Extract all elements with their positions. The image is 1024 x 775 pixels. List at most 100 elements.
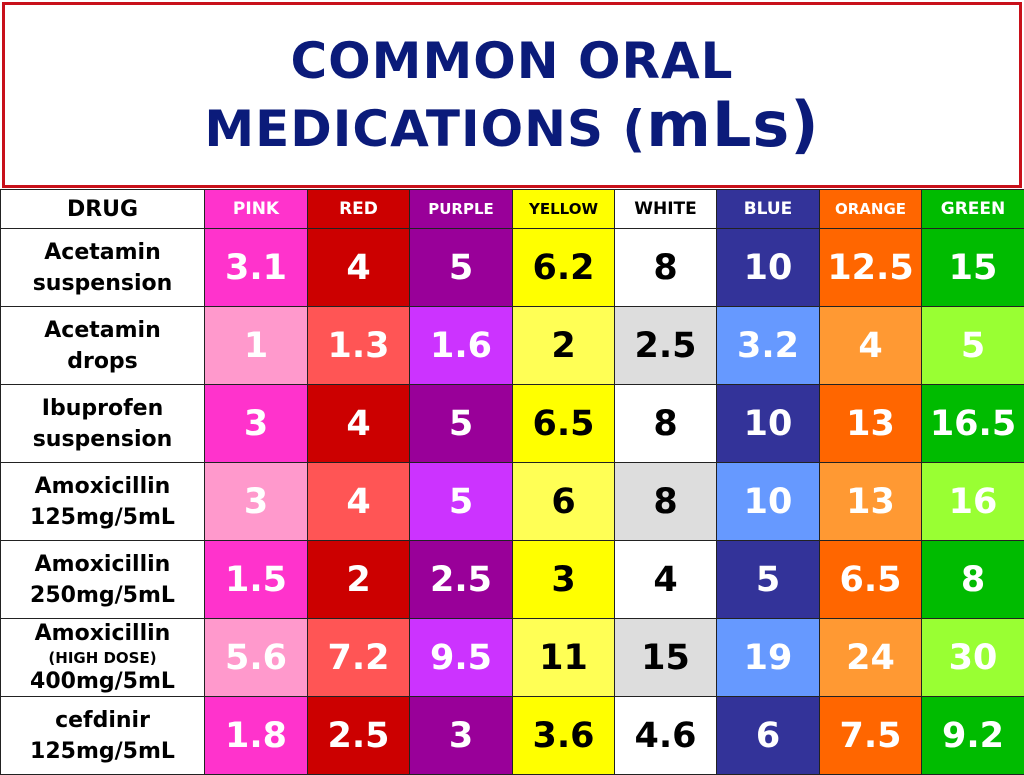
dose-cell-white: 15 <box>615 619 717 697</box>
dose-cell-purple: 5 <box>410 229 513 307</box>
drug-name-line: Amoxicillin <box>1 549 204 580</box>
dose-cell-yellow: 3 <box>513 541 615 619</box>
dose-cell-yellow: 6 <box>513 463 615 541</box>
dose-cell-pink: 3 <box>205 463 308 541</box>
dose-cell-yellow: 2 <box>513 307 615 385</box>
drug-name-line: Amoxicillin <box>1 622 204 646</box>
dose-cell-red: 4 <box>308 463 410 541</box>
drug-name-line: suspension <box>1 424 204 455</box>
dose-cell-red: 4 <box>308 385 410 463</box>
dose-cell-blue: 10 <box>717 229 820 307</box>
dose-cell-blue: 10 <box>717 385 820 463</box>
drug-column-header: DRUG <box>1 190 205 229</box>
dose-cell-white: 8 <box>615 229 717 307</box>
drug-name-cell: Amoxicillin(HIGH DOSE)400mg/5mL <box>1 619 205 697</box>
dose-cell-orange: 13 <box>820 463 922 541</box>
dose-cell-blue: 6 <box>717 697 820 775</box>
column-header-yellow: YELLOW <box>513 190 615 229</box>
dose-cell-purple: 2.5 <box>410 541 513 619</box>
column-header-orange: ORANGE <box>820 190 922 229</box>
dose-cell-yellow: 3.6 <box>513 697 615 775</box>
dose-cell-green: 8 <box>922 541 1024 619</box>
dose-cell-orange: 4 <box>820 307 922 385</box>
dose-cell-green: 9.2 <box>922 697 1024 775</box>
dose-cell-red: 2 <box>308 541 410 619</box>
dose-cell-green: 15 <box>922 229 1024 307</box>
dose-cell-pink: 1.5 <box>205 541 308 619</box>
title-medications: MEDICATIONS ( <box>204 100 646 158</box>
column-header-blue: BLUE <box>717 190 820 229</box>
dose-cell-orange: 12.5 <box>820 229 922 307</box>
dose-cell-green: 16.5 <box>922 385 1024 463</box>
dose-cell-purple: 1.6 <box>410 307 513 385</box>
dose-cell-purple: 3 <box>410 697 513 775</box>
dose-cell-purple: 5 <box>410 385 513 463</box>
drug-name-line: Ibuprofen <box>1 393 204 424</box>
dose-cell-green: 5 <box>922 307 1024 385</box>
drug-name-line: suspension <box>1 268 204 299</box>
dose-cell-blue: 3.2 <box>717 307 820 385</box>
drug-name-line: 400mg/5mL <box>1 670 204 694</box>
dose-cell-white: 8 <box>615 463 717 541</box>
drug-name-line: Acetamin <box>1 237 204 268</box>
dose-cell-purple: 9.5 <box>410 619 513 697</box>
title-box: COMMON ORAL MEDICATIONS (mLs) <box>2 2 1022 188</box>
dose-cell-yellow: 6.5 <box>513 385 615 463</box>
column-header-red: RED <box>308 190 410 229</box>
dose-cell-pink: 3 <box>205 385 308 463</box>
dose-cell-orange: 6.5 <box>820 541 922 619</box>
dose-cell-white: 2.5 <box>615 307 717 385</box>
drug-name-line: (HIGH DOSE) <box>1 646 204 670</box>
column-header-green: GREEN <box>922 190 1024 229</box>
dose-cell-green: 16 <box>922 463 1024 541</box>
dose-cell-white: 4.6 <box>615 697 717 775</box>
title-line-1: COMMON ORAL <box>290 29 733 93</box>
dose-cell-red: 2.5 <box>308 697 410 775</box>
drug-name-line: drops <box>1 346 204 377</box>
drug-name-line: 125mg/5mL <box>1 502 204 533</box>
title-unit: mLs) <box>646 88 819 161</box>
column-header-pink: PINK <box>205 190 308 229</box>
drug-name-line: 250mg/5mL <box>1 580 204 611</box>
drug-name-line: 125mg/5mL <box>1 736 204 767</box>
dose-cell-blue: 10 <box>717 463 820 541</box>
drug-name-line: Amoxicillin <box>1 471 204 502</box>
dose-cell-blue: 5 <box>717 541 820 619</box>
drug-name-line: Acetamin <box>1 315 204 346</box>
dose-cell-yellow: 11 <box>513 619 615 697</box>
dose-cell-yellow: 6.2 <box>513 229 615 307</box>
column-header-purple: PURPLE <box>410 190 513 229</box>
dose-cell-orange: 7.5 <box>820 697 922 775</box>
dose-cell-orange: 13 <box>820 385 922 463</box>
dose-cell-pink: 1.8 <box>205 697 308 775</box>
dose-cell-pink: 5.6 <box>205 619 308 697</box>
dose-cell-red: 1.3 <box>308 307 410 385</box>
dose-cell-red: 4 <box>308 229 410 307</box>
dose-cell-purple: 5 <box>410 463 513 541</box>
dose-cell-pink: 3.1 <box>205 229 308 307</box>
column-header-white: WHITE <box>615 190 717 229</box>
dose-cell-white: 8 <box>615 385 717 463</box>
dose-cell-blue: 19 <box>717 619 820 697</box>
dose-cell-red: 7.2 <box>308 619 410 697</box>
drug-name-line: cefdinir <box>1 705 204 736</box>
title-line-2: MEDICATIONS (mLs) <box>204 93 819 161</box>
dose-cell-green: 30 <box>922 619 1024 697</box>
dose-cell-orange: 24 <box>820 619 922 697</box>
dose-cell-pink: 1 <box>205 307 308 385</box>
